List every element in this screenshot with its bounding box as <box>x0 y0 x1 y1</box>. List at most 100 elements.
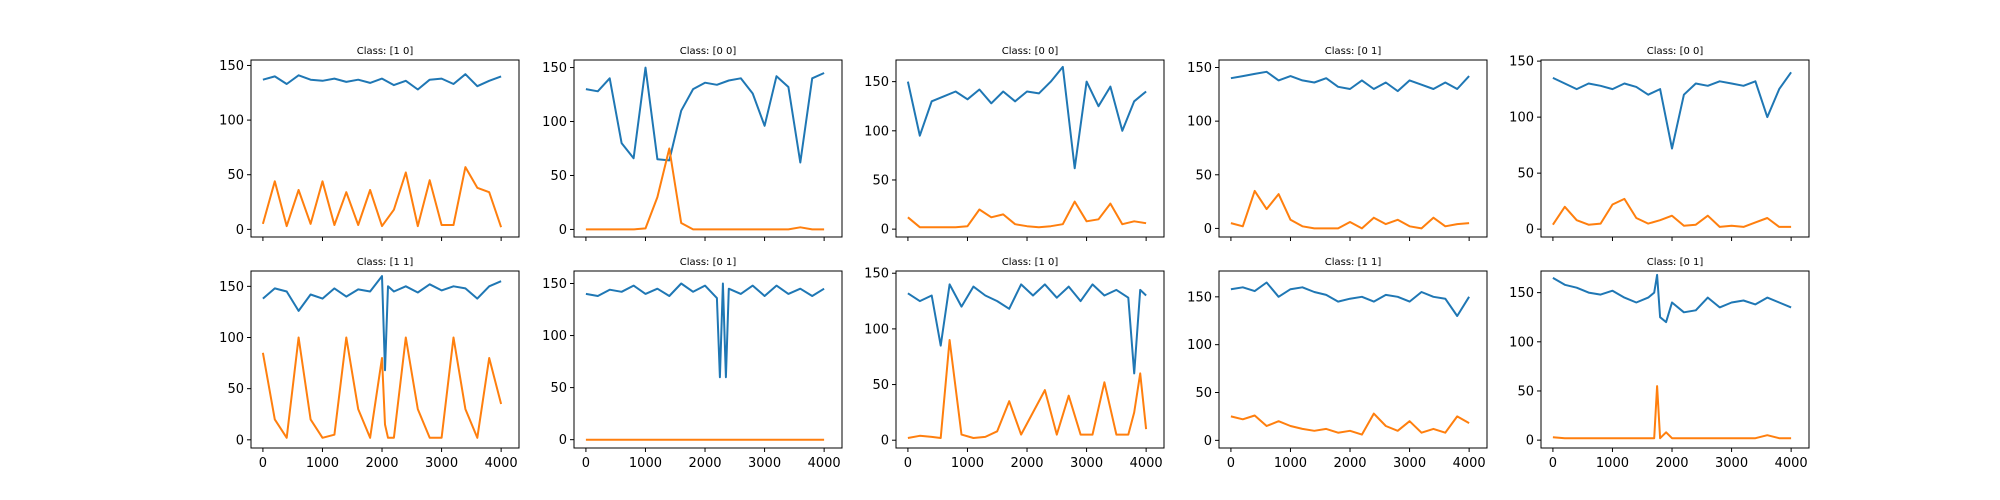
axes-frame <box>895 270 1165 449</box>
y-tick-label: 50 <box>1517 384 1534 399</box>
y-tick-label: 0 <box>1204 434 1212 449</box>
series-group <box>585 282 825 441</box>
subplot-4: Class: [0 1] 0 50 100 150 <box>1187 46 1488 241</box>
x-tick-label: 3000 <box>1070 456 1103 471</box>
y-tick-label: 50 <box>1195 168 1212 183</box>
x-tick-label: 3000 <box>1393 456 1426 471</box>
y-tick-label: 100 <box>1509 111 1534 126</box>
y-tick-label: 0 <box>1526 434 1534 449</box>
subplot-8: Class: [1 0] 0 50 100 150 0 1000 2000 3000 4000 <box>864 257 1165 471</box>
subplot-grid: Class: [1 0] 0 50 100 150 Class: [0 0] 0 50 100 1… <box>219 46 1810 471</box>
y-tick-label: 50 <box>550 381 567 396</box>
series-line-2 <box>907 339 1148 439</box>
axes-frame <box>1540 59 1810 238</box>
series-group <box>261 73 503 228</box>
y-tick-label: 0 <box>881 434 889 449</box>
subplot-7: Class: [0 1] 0 50 100 150 0 1000 2000 3000 4000 <box>542 257 843 471</box>
series-group <box>1552 71 1792 228</box>
y-tick-label: 100 <box>1187 115 1212 130</box>
subplot-6: Class: [1 1] 0 50 100 150 0 1000 2000 3000 4000 <box>219 257 520 471</box>
y-tick-label: 100 <box>219 331 244 346</box>
x-tick-label: 4000 <box>485 456 518 471</box>
subplot-title: Class: [1 1] <box>1325 257 1382 268</box>
y-tick-label: 50 <box>1517 167 1534 182</box>
series-line-1 <box>1552 273 1792 324</box>
subplot-title: Class: [0 0] <box>680 46 737 57</box>
x-tick-label: 2000 <box>688 456 721 471</box>
series-line-1 <box>1230 70 1470 93</box>
series-group <box>585 66 825 231</box>
subplot-title: Class: [1 1] <box>357 257 414 268</box>
x-tick-label: 1000 <box>629 456 662 471</box>
series-line-2 <box>585 147 825 231</box>
axes-frame <box>250 59 520 238</box>
series-line-1 <box>262 275 502 372</box>
x-tick-label: 4000 <box>1775 456 1808 471</box>
x-tick-label: 1000 <box>306 456 339 471</box>
series-group <box>261 275 503 439</box>
axes-frame <box>250 270 520 449</box>
series-group <box>1230 70 1470 230</box>
series-line-2 <box>907 200 1147 229</box>
x-tick-label: 0 <box>582 456 590 471</box>
y-tick-label: 150 <box>1509 286 1534 301</box>
subplot-9: Class: [1 1] 0 50 100 150 0 1000 2000 3000 4000 <box>1187 257 1488 471</box>
y-tick-label: 0 <box>1204 222 1212 237</box>
subplot-2: Class: [0 0] 0 50 100 150 <box>542 46 843 241</box>
y-tick-label: 50 <box>872 173 889 188</box>
series-line-1 <box>1552 71 1792 150</box>
y-tick-label: 150 <box>1509 55 1534 70</box>
subplot-title: Class: [0 1] <box>1647 257 1704 268</box>
y-tick-label: 0 <box>559 223 567 238</box>
x-tick-label: 1000 <box>1274 456 1307 471</box>
x-tick-label: 0 <box>259 456 267 471</box>
x-tick-label: 2000 <box>1010 456 1043 471</box>
y-tick-label: 150 <box>219 280 244 295</box>
y-tick-label: 150 <box>542 277 567 292</box>
axes-frame <box>1540 270 1810 449</box>
subplot-title: Class: [0 0] <box>1647 46 1704 57</box>
y-tick-label: 0 <box>236 223 244 238</box>
x-tick-label: 0 <box>1549 456 1557 471</box>
y-tick-label: 0 <box>559 433 567 448</box>
x-tick-label: 4000 <box>808 456 841 471</box>
subplot-1: Class: [1 0] 0 50 100 150 <box>219 46 520 241</box>
x-tick-label: 3000 <box>748 456 781 471</box>
axes-frame <box>573 59 843 238</box>
y-tick-label: 100 <box>864 322 889 337</box>
series-line-2 <box>1552 385 1792 440</box>
y-tick-label: 100 <box>219 114 244 129</box>
series-group <box>1230 281 1470 436</box>
y-tick-label: 0 <box>881 223 889 238</box>
axes-frame <box>1218 270 1488 449</box>
series-line-1 <box>262 73 502 91</box>
x-tick-label: 3000 <box>1715 456 1748 471</box>
x-tick-label: 1000 <box>951 456 984 471</box>
y-tick-label: 100 <box>542 115 567 130</box>
subplot-title: Class: [1 0] <box>1002 257 1059 268</box>
y-tick-label: 100 <box>864 124 889 139</box>
x-tick-label: 1000 <box>1596 456 1629 471</box>
subplot-title: Class: [0 1] <box>680 257 737 268</box>
x-tick-label: 4000 <box>1453 456 1486 471</box>
series-group <box>907 283 1148 439</box>
y-tick-label: 150 <box>1187 61 1212 76</box>
y-tick-label: 150 <box>1187 290 1212 305</box>
subplot-3: Class: [0 0] 0 50 100 150 <box>864 46 1165 241</box>
y-tick-label: 50 <box>1195 386 1212 401</box>
series-group <box>1552 273 1792 440</box>
y-tick-label: 150 <box>219 59 244 74</box>
series-line-2 <box>1230 189 1470 230</box>
series-group <box>906 65 1147 229</box>
x-tick-label: 2000 <box>365 456 398 471</box>
y-tick-label: 100 <box>542 329 567 344</box>
subplot-title: Class: [1 0] <box>357 46 414 57</box>
subplot-title: Class: [0 0] <box>1002 46 1059 57</box>
series-line-1 <box>1230 281 1470 317</box>
y-tick-label: 50 <box>550 169 567 184</box>
series-line-2 <box>1230 412 1470 436</box>
y-tick-label: 100 <box>1187 338 1212 353</box>
y-tick-label: 50 <box>227 382 244 397</box>
